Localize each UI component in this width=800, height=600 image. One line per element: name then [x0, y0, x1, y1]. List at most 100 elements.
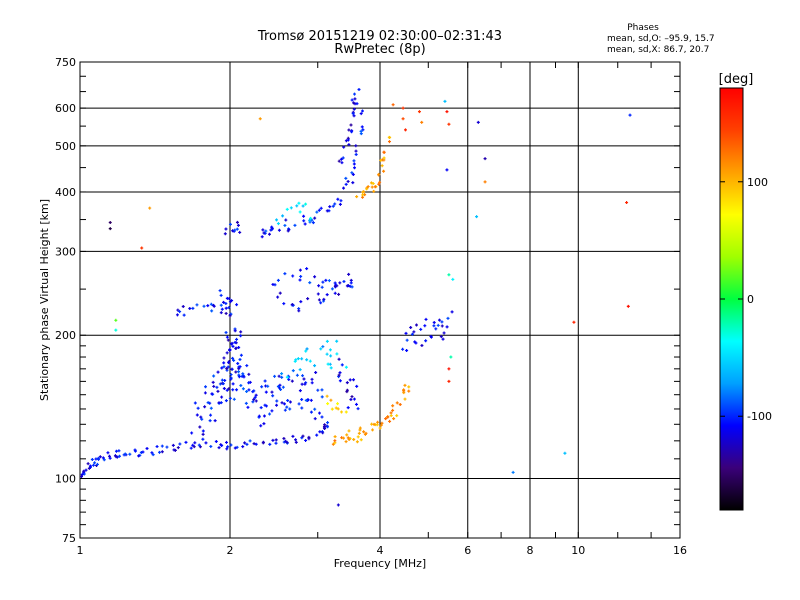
- data-point: [388, 136, 392, 140]
- data-point: [328, 205, 332, 209]
- x-tick-label: 16: [673, 544, 687, 557]
- data-point: [184, 440, 188, 444]
- data-point: [295, 373, 299, 377]
- data-point: [440, 324, 444, 328]
- data-point: [338, 379, 342, 383]
- data-point: [563, 451, 567, 455]
- data-point: [359, 438, 363, 442]
- data-point: [336, 197, 340, 201]
- data-point: [145, 447, 149, 451]
- data-point: [336, 503, 340, 507]
- data-point: [354, 153, 358, 157]
- data-point: [377, 182, 381, 186]
- data-point: [371, 182, 375, 186]
- data-point: [338, 281, 342, 285]
- data-point: [350, 285, 354, 289]
- data-point: [357, 87, 361, 91]
- data-point: [239, 334, 243, 338]
- data-point: [322, 426, 326, 430]
- chart-subtitle: RwPretec (8p): [334, 42, 425, 57]
- data-point: [338, 202, 342, 206]
- data-point: [339, 157, 343, 161]
- data-point: [451, 277, 455, 281]
- data-point: [352, 159, 356, 163]
- data-point: [216, 370, 220, 374]
- data-point: [336, 407, 340, 411]
- data-point: [313, 275, 317, 279]
- data-point: [420, 344, 424, 348]
- data-point: [350, 395, 354, 399]
- data-point: [268, 442, 272, 446]
- data-point: [311, 221, 315, 225]
- data-point: [195, 413, 199, 417]
- data-point: [290, 379, 294, 383]
- data-point: [361, 128, 365, 132]
- data-point: [224, 227, 228, 231]
- data-point: [434, 327, 438, 331]
- data-point: [299, 274, 303, 278]
- data-point: [233, 329, 237, 333]
- data-point: [333, 291, 337, 295]
- data-point: [405, 338, 409, 342]
- data-point: [298, 389, 302, 393]
- data-point: [386, 415, 390, 419]
- data-point: [347, 128, 351, 132]
- data-point: [175, 313, 179, 317]
- data-point: [133, 448, 137, 452]
- data-point: [218, 289, 222, 293]
- data-point: [320, 415, 324, 419]
- data-point: [378, 426, 382, 430]
- data-point: [233, 340, 237, 344]
- data-point: [315, 433, 319, 437]
- data-point: [137, 454, 141, 458]
- plot-area: 1 2 4 6 8 10 16 75 100 200 300 400 500 600 750: [55, 56, 687, 557]
- data-point: [349, 398, 353, 402]
- data-point: [300, 436, 304, 440]
- data-point: [245, 390, 249, 394]
- data-point: [252, 442, 256, 446]
- data-point: [241, 387, 245, 391]
- data-point: [340, 161, 344, 165]
- data-point: [206, 304, 210, 308]
- data-point: [308, 218, 312, 222]
- data-point: [160, 450, 164, 454]
- data-point: [417, 110, 421, 114]
- data-point: [295, 204, 299, 208]
- y-tick-labels: 75 100 200 300 400 500 600 750: [55, 56, 76, 545]
- data-point: [270, 409, 274, 413]
- data-point: [229, 443, 233, 447]
- data-point: [319, 206, 323, 210]
- data-point: [298, 210, 302, 214]
- y-tick-label: 750: [55, 56, 76, 69]
- data-point: [320, 285, 324, 289]
- data-point: [171, 443, 175, 447]
- data-point: [330, 287, 334, 291]
- data-point: [232, 358, 236, 362]
- data-point: [392, 417, 396, 421]
- data-point: [330, 407, 334, 411]
- data-point: [423, 324, 427, 328]
- data-point: [245, 364, 249, 368]
- data-point: [273, 374, 277, 378]
- data-point: [228, 314, 232, 318]
- data-point: [350, 130, 354, 134]
- data-point: [197, 443, 201, 447]
- data-point: [264, 404, 268, 408]
- data-point: [337, 292, 341, 296]
- data-point: [288, 400, 292, 404]
- data-point: [318, 411, 322, 415]
- data-point: [247, 381, 251, 385]
- data-point: [204, 441, 208, 445]
- data-point: [346, 179, 350, 183]
- data-point: [235, 445, 239, 449]
- data-point: [253, 396, 257, 400]
- data-point: [337, 357, 341, 361]
- data-point: [419, 327, 423, 331]
- data-point: [93, 461, 97, 465]
- data-point: [310, 377, 314, 381]
- data-point: [389, 414, 393, 418]
- data-point: [193, 441, 197, 445]
- data-point: [305, 358, 309, 362]
- data-point: [141, 450, 145, 454]
- data-point: [122, 453, 126, 457]
